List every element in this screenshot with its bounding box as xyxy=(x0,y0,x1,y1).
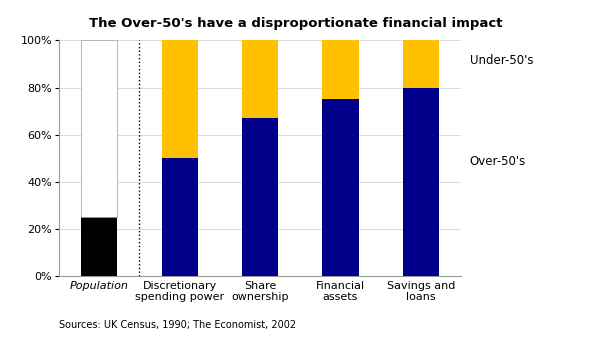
Bar xyxy=(322,99,359,276)
Text: Under-50's: Under-50's xyxy=(470,54,533,67)
Bar xyxy=(81,40,118,217)
Bar xyxy=(322,40,359,99)
Text: Sources: UK Census, 1990; The Economist, 2002: Sources: UK Census, 1990; The Economist,… xyxy=(59,320,296,330)
Text: Over-50's: Over-50's xyxy=(470,155,526,168)
Bar xyxy=(161,40,198,158)
Bar xyxy=(81,40,118,217)
Bar xyxy=(402,40,439,88)
Bar xyxy=(242,40,278,118)
Bar xyxy=(402,88,439,276)
Bar xyxy=(242,118,278,276)
Text: The Over-50's have a disproportionate financial impact: The Over-50's have a disproportionate fi… xyxy=(89,17,502,30)
Bar xyxy=(81,217,118,276)
Bar xyxy=(161,158,198,276)
